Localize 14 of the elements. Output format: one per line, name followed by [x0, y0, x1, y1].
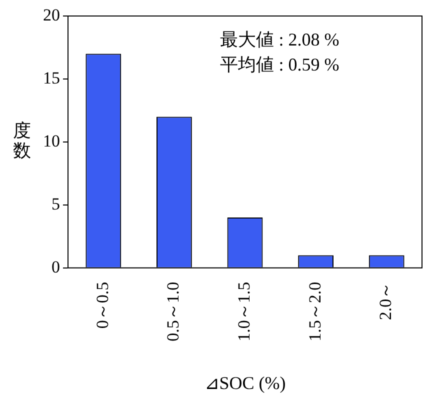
annotation: 平均値 : 0.59 %	[220, 54, 340, 75]
y-tick-label: 20	[43, 5, 60, 24]
y-axis-title: 度数	[13, 120, 31, 161]
annotation: 最大値 : 2.08 %	[220, 30, 340, 50]
y-tick-label: 10	[43, 131, 60, 150]
y-tick-label: 0	[52, 257, 60, 276]
x-tick-label: 0.5～1.0	[164, 282, 183, 342]
x-tick-label: 1.5～2.0	[305, 282, 324, 342]
x-tick-label: 1.0～1.5	[234, 282, 254, 342]
y-tick-label: 5	[52, 194, 60, 214]
x-tick-label: 2.0～	[376, 282, 396, 320]
x-axis-title: ⊿SOC (%)	[204, 372, 286, 393]
y-tick-label: 15	[43, 68, 60, 88]
x-tick-label: 0～0.5	[92, 282, 112, 329]
